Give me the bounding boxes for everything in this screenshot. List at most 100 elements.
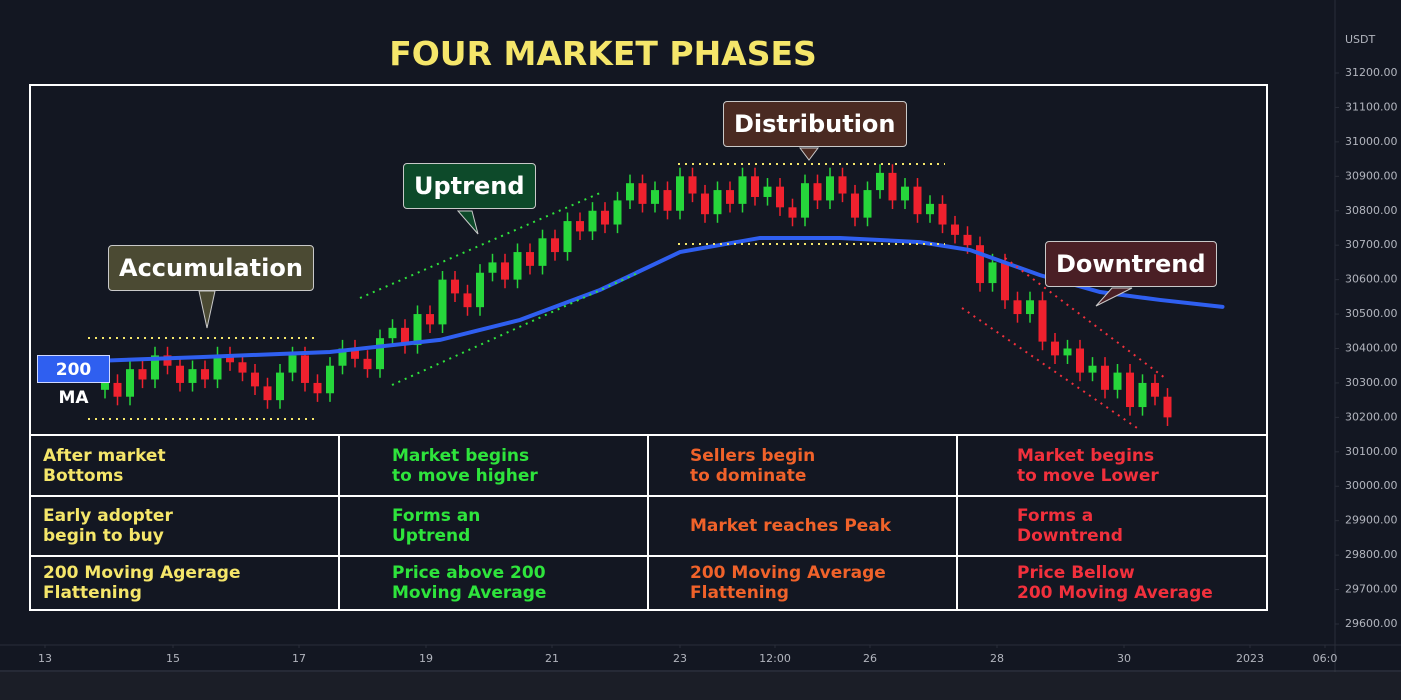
candle-body: [1063, 348, 1072, 356]
candle-body: [576, 221, 584, 232]
candle-body: [101, 382, 109, 390]
candle-body: [826, 176, 834, 201]
candle-body: [951, 224, 959, 235]
y-tick-label: 30200.00: [1345, 410, 1398, 423]
pointer: [1095, 287, 1133, 307]
candle-body: [338, 348, 347, 366]
candle-body: [751, 176, 759, 197]
bubble-pointers: [198, 147, 1133, 329]
candle-body: [588, 210, 597, 232]
phase-note: Price Bellow 200 Moving Average: [1017, 563, 1213, 603]
phase-note: Sellers begin to dominate: [690, 445, 816, 486]
candle-body: [501, 262, 509, 280]
x-tick-label: 19: [419, 652, 433, 665]
candle-body: [876, 172, 884, 191]
candle-body: [838, 176, 847, 194]
y-tick-label: 31200.00: [1345, 66, 1398, 79]
pointer: [198, 290, 216, 329]
y-tick-label: 30600.00: [1345, 273, 1398, 286]
candle-body: [1088, 365, 1097, 373]
candle-body: [1138, 382, 1147, 408]
candle-body: [326, 365, 334, 394]
candle-body: [663, 190, 672, 211]
x-tick-label: 17: [292, 652, 306, 665]
phase-note: Forms a Downtrend: [1017, 506, 1123, 546]
candle-body: [963, 234, 972, 246]
candle-body: [388, 327, 397, 339]
y-tick-label: 29700.00: [1345, 583, 1398, 596]
candle-body: [988, 262, 997, 284]
candle-body: [376, 338, 384, 370]
candle-body: [413, 314, 422, 346]
candle-body: [976, 245, 984, 284]
candle-body: [813, 183, 822, 201]
table-frame: [29, 84, 1268, 611]
candle-body: [776, 186, 784, 208]
candle-body: [488, 262, 497, 273]
candle-body: [551, 238, 559, 253]
plot: [38, 164, 1225, 426]
phase-note: Market reaches Peak: [690, 516, 892, 536]
candle-body: [263, 386, 272, 401]
candle-body: [451, 279, 459, 294]
y-tick-label: 29900.00: [1345, 514, 1398, 527]
candle-body: [888, 172, 897, 201]
candle-body: [726, 190, 734, 204]
candle-body: [1126, 372, 1134, 408]
channel-line: [391, 271, 641, 386]
candle-body: [901, 186, 909, 201]
pointer: [799, 147, 819, 161]
candle-body: [1163, 396, 1172, 418]
pointer: [456, 210, 479, 235]
candle-body: [426, 314, 434, 325]
candle-body: [638, 183, 647, 204]
phase-note: Early adopter begin to buy: [43, 506, 173, 546]
candle-body: [1001, 262, 1009, 301]
candle-body: [1013, 300, 1022, 315]
candle-body: [288, 355, 297, 373]
candle-body: [651, 190, 659, 204]
x-tick-label: 23: [673, 652, 687, 665]
legend-entry: 200 MA: [37, 355, 110, 408]
y-tick-label: 30900.00: [1345, 169, 1398, 182]
phase-label: Distribution: [723, 101, 907, 147]
y-tick-label: 30000.00: [1345, 479, 1398, 492]
candle-body: [801, 183, 809, 218]
candle-body: [738, 176, 747, 204]
x-tick-label: 15: [166, 652, 180, 665]
phase-label: Accumulation: [108, 245, 314, 291]
channel-line: [1004, 257, 1166, 379]
candle-body: [151, 355, 159, 380]
candle-body: [1101, 365, 1109, 390]
candle-body: [1076, 348, 1084, 373]
y-tick-label: 30800.00: [1345, 204, 1398, 217]
candle-body: [301, 355, 309, 383]
phase-note: Market begins to move Lower: [1017, 445, 1159, 486]
phase-note: After market Bottoms: [43, 445, 166, 486]
x-tick-label: 30: [1117, 652, 1131, 665]
x-tick-label: 26: [863, 652, 877, 665]
y-tick-label: 29800.00: [1345, 548, 1398, 561]
candle-body: [251, 372, 259, 387]
candle-body: [676, 176, 684, 211]
candle-body: [601, 210, 609, 225]
candle-body: [126, 369, 134, 397]
candle-body: [476, 272, 484, 308]
candle-body: [351, 348, 359, 359]
candle-body: [1113, 372, 1122, 390]
candle-body: [276, 372, 284, 401]
candle-body: [1151, 382, 1159, 397]
candle-body: [626, 183, 634, 201]
candle-body: [513, 252, 522, 280]
candle-body: [188, 369, 197, 383]
bottom-bar: [0, 672, 1401, 700]
phase-label: Downtrend: [1045, 241, 1217, 287]
candle-body: [438, 279, 447, 325]
y-tick-label: 30500.00: [1345, 307, 1398, 320]
candle-body: [538, 238, 547, 266]
phase-label: Uptrend: [403, 163, 536, 209]
phase-note: Price above 200 Moving Average: [392, 563, 547, 603]
candle-body: [238, 362, 247, 373]
candle-body: [1038, 300, 1047, 342]
